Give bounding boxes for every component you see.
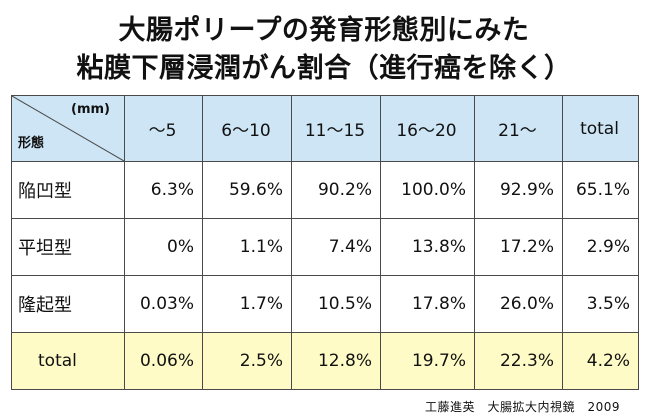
table-cell: 4.2% — [562, 332, 639, 390]
table-row: 隆起型 0.03% 1.7% 10.5% 17.8% 26.0% 3.5% — [11, 275, 639, 333]
table-cell: 6.3% — [124, 161, 203, 219]
table-cell: 12.8% — [291, 332, 381, 390]
table-cell: 65.1% — [562, 161, 639, 219]
row-label: 隆起型 — [11, 275, 125, 333]
table-cell: 17.2% — [474, 218, 563, 276]
row-label: total — [11, 332, 125, 390]
size-unit-label: (mm) — [71, 102, 110, 117]
table-cell: 59.6% — [202, 161, 292, 219]
column-header: 21～ — [474, 95, 563, 162]
column-header: total — [562, 95, 639, 162]
source-citation: 工藤進英 大腸拡大内視鏡 2009 — [424, 400, 620, 414]
table-header-row: (mm) 形態 ～5 6～10 11～15 16～20 21～ total — [11, 95, 639, 162]
table-cell: 22.3% — [474, 332, 563, 390]
title-line-2: 粘膜下層浸潤がん割合（進行癌を除く） — [76, 53, 572, 84]
table-cell: 19.7% — [380, 332, 475, 390]
table-cell: 100.0% — [380, 161, 475, 219]
table-cell: 0% — [124, 218, 203, 276]
table-cell: 13.8% — [380, 218, 475, 276]
column-header: ～5 — [124, 95, 203, 162]
table-cell: 7.4% — [291, 218, 381, 276]
table-cell: 26.0% — [474, 275, 563, 333]
column-header: 6～10 — [202, 95, 292, 162]
column-header: 16～20 — [380, 95, 475, 162]
morphology-label: 形態 — [18, 136, 45, 151]
table-row: 陥凹型 6.3% 59.6% 90.2% 100.0% 92.9% 65.1% — [11, 161, 639, 219]
table-cell: 92.9% — [474, 161, 563, 219]
table-cell: 2.5% — [202, 332, 292, 390]
table-cell: 17.8% — [380, 275, 475, 333]
table-cell: 0.03% — [124, 275, 203, 333]
submucosal-cancer-rate-table: (mm) 形態 ～5 6～10 11～15 16～20 21～ total 陥凹… — [11, 95, 639, 390]
table-cell: 2.9% — [562, 218, 639, 276]
table-cell: 0.06% — [124, 332, 203, 390]
table-row: 平坦型 0% 1.1% 7.4% 13.8% 17.2% 2.9% — [11, 218, 639, 276]
title-line-1: 大腸ポリープの発育形態別にみた — [118, 15, 530, 46]
corner-diagonal-line — [12, 96, 124, 161]
table-cell: 10.5% — [291, 275, 381, 333]
table-cell: 90.2% — [291, 161, 381, 219]
row-label: 陥凹型 — [11, 161, 125, 219]
table-cell: 1.7% — [202, 275, 292, 333]
table-cell: 3.5% — [562, 275, 639, 333]
column-header: 11～15 — [291, 95, 381, 162]
table-cell: 1.1% — [202, 218, 292, 276]
row-label: 平坦型 — [11, 218, 125, 276]
table-total-row: total 0.06% 2.5% 12.8% 19.7% 22.3% 4.2% — [11, 332, 639, 390]
table-corner-cell: (mm) 形態 — [11, 95, 125, 162]
